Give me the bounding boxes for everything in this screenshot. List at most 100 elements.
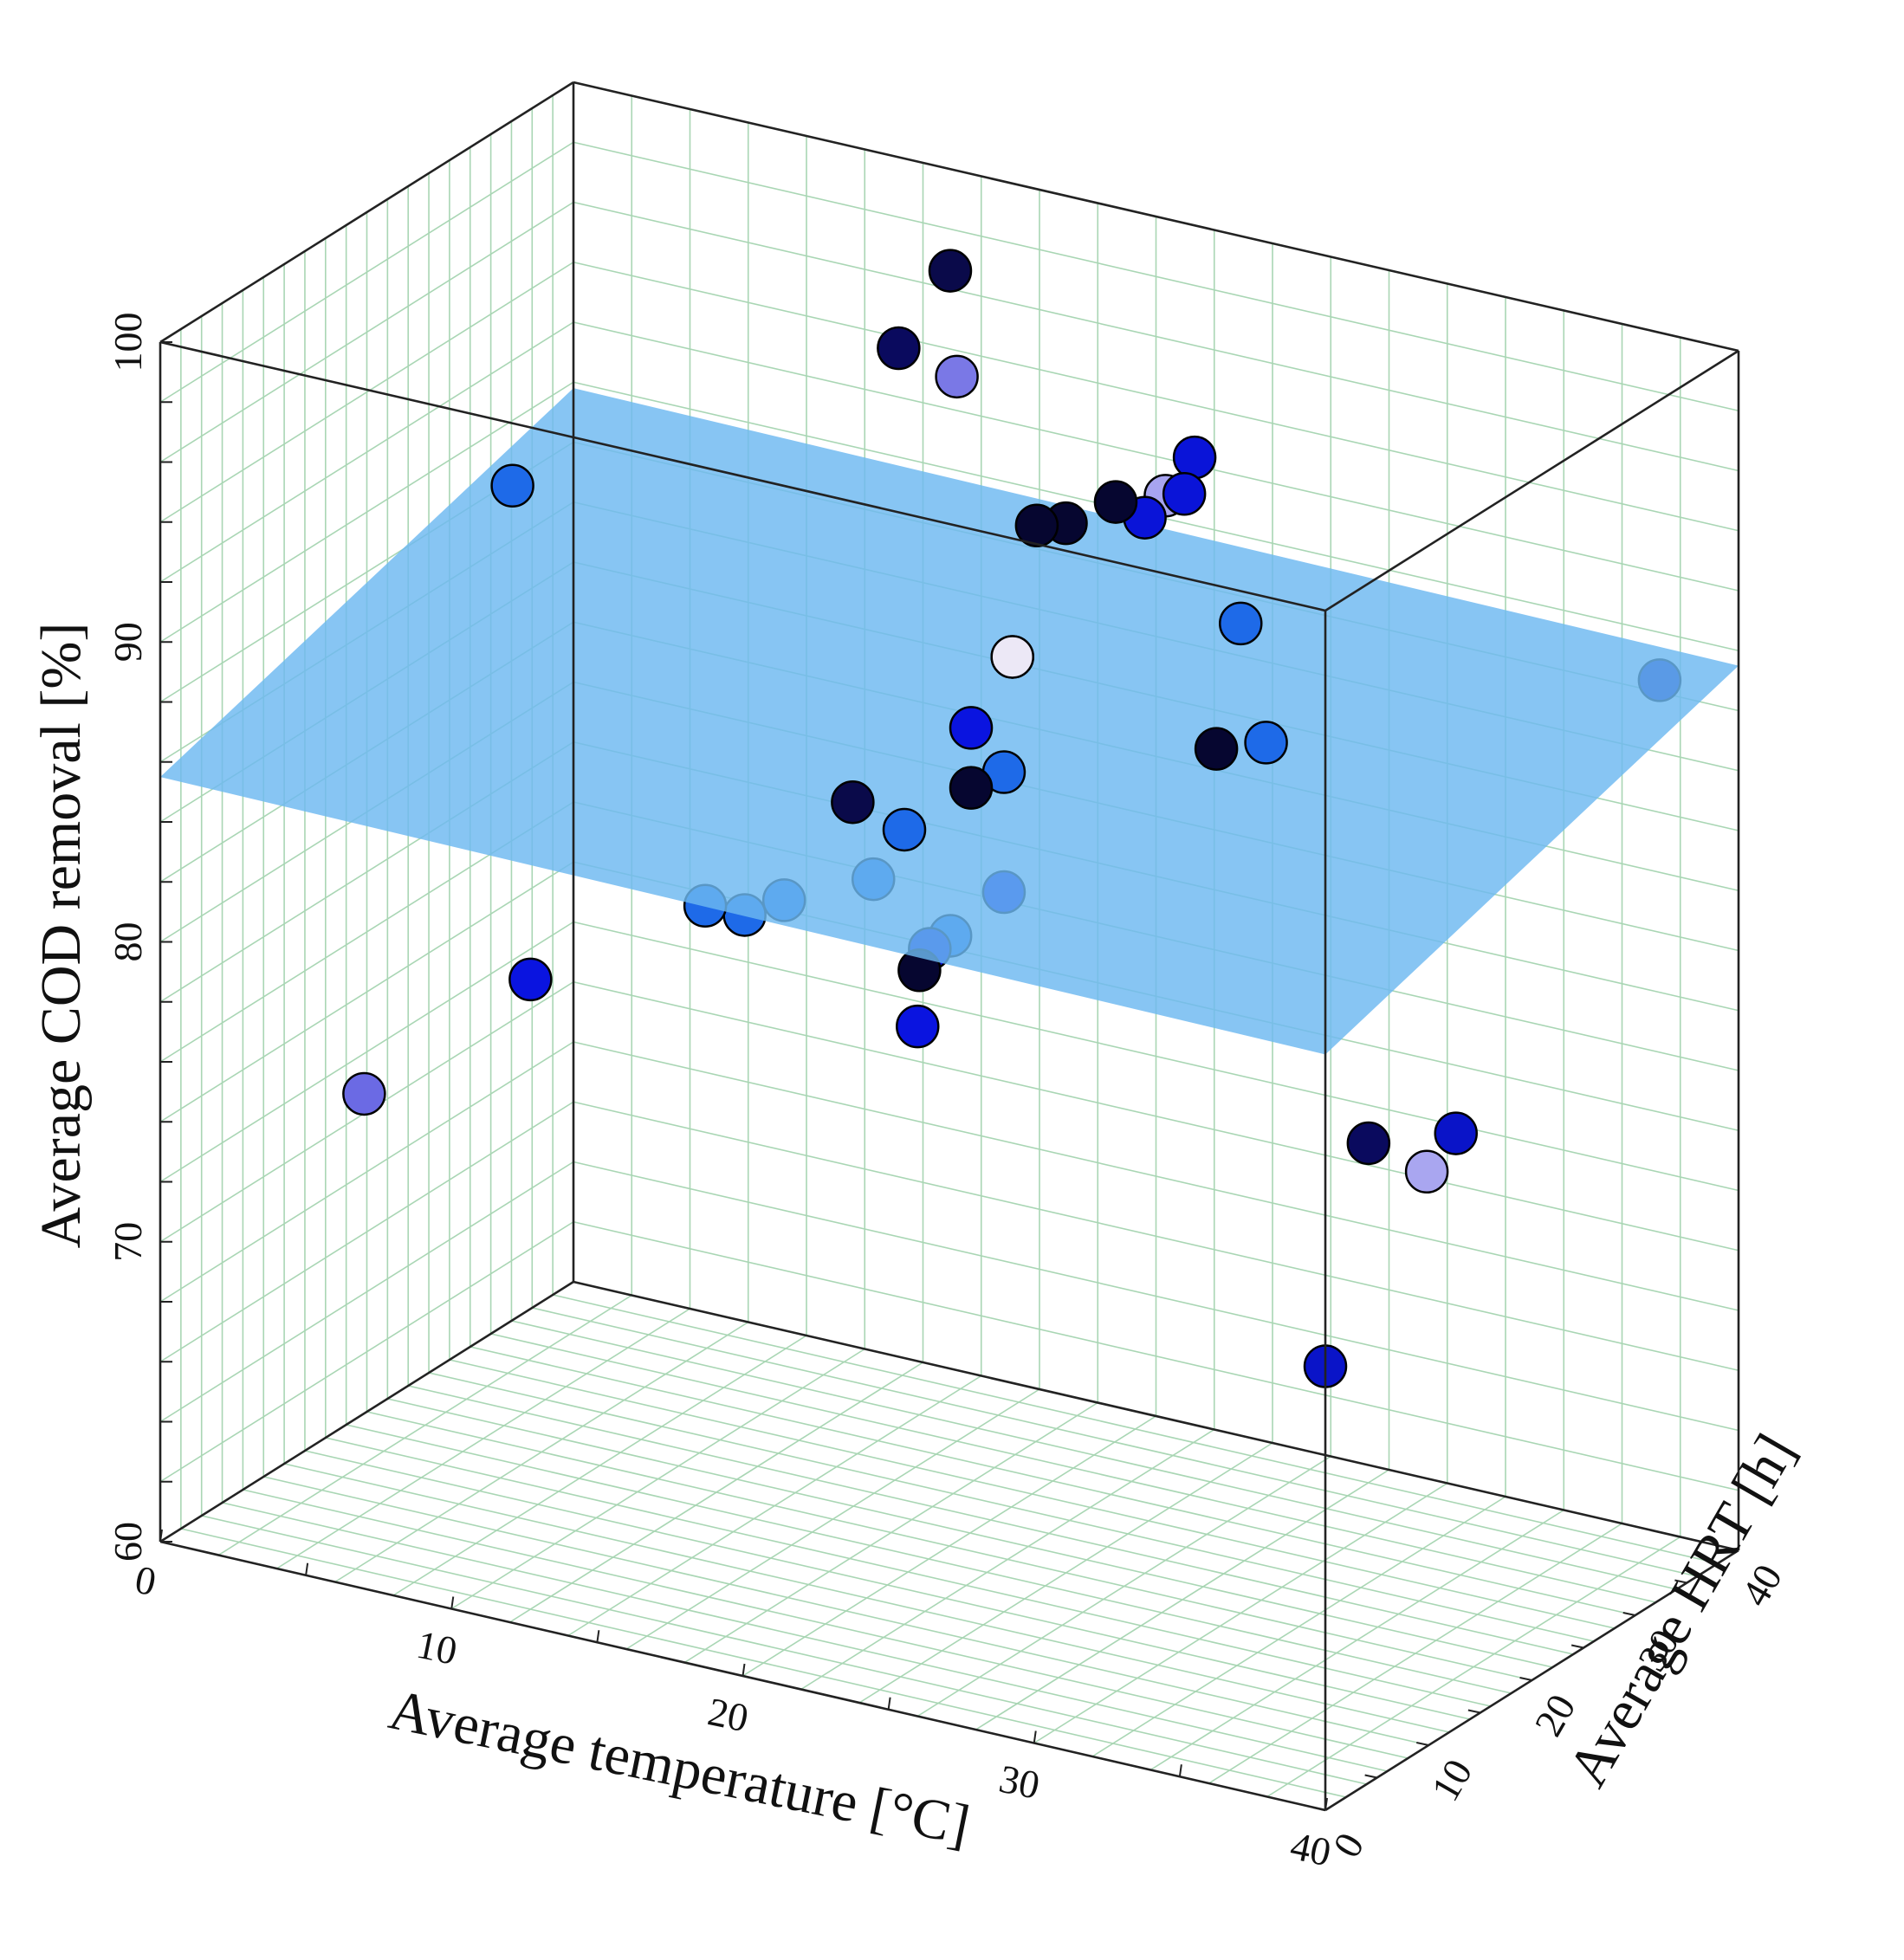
x-tick-label: 40 bbox=[1286, 1823, 1334, 1874]
box-edge bbox=[159, 1280, 574, 1543]
grid-line bbox=[159, 921, 574, 1183]
y-tick bbox=[1622, 1612, 1635, 1616]
y-tick bbox=[1519, 1677, 1532, 1681]
grid-line bbox=[408, 1385, 1574, 1655]
data-point bbox=[1014, 503, 1059, 548]
x-tick-label: 0 bbox=[132, 1557, 160, 1605]
data-point bbox=[990, 635, 1034, 679]
data-point bbox=[877, 326, 921, 371]
grid-line bbox=[573, 980, 1739, 1252]
data-point bbox=[1194, 727, 1239, 771]
data-point bbox=[1404, 1149, 1449, 1193]
box-edge bbox=[573, 1280, 1739, 1552]
grid-line bbox=[490, 1333, 1656, 1603]
z-tick-label: 70 bbox=[106, 1222, 150, 1262]
grid-line bbox=[201, 1515, 1367, 1785]
box-edge bbox=[1324, 349, 1739, 612]
grid-line bbox=[180, 1528, 1347, 1798]
z-tick-label: 100 bbox=[106, 313, 150, 372]
data-point bbox=[935, 354, 979, 399]
grid-line bbox=[387, 1398, 1553, 1668]
y-tick bbox=[1726, 1547, 1739, 1551]
data-point bbox=[1093, 480, 1138, 524]
data-point bbox=[1162, 472, 1207, 516]
grid-line bbox=[470, 1346, 1635, 1616]
y-tick bbox=[1570, 1644, 1584, 1649]
grid-line bbox=[222, 1502, 1388, 1772]
y-tick bbox=[1467, 1709, 1481, 1714]
grid-line bbox=[573, 1220, 1739, 1491]
grid-line bbox=[449, 1359, 1616, 1629]
z-tick-label: 90 bbox=[106, 622, 150, 662]
y-tick-label: 10 bbox=[1422, 1752, 1480, 1808]
grid-line bbox=[346, 1424, 1512, 1694]
x-tick bbox=[596, 1630, 600, 1643]
x-tick bbox=[1324, 1797, 1328, 1811]
y-tick bbox=[1312, 1807, 1326, 1811]
box-edge bbox=[159, 340, 1326, 612]
grid-line bbox=[428, 1372, 1595, 1642]
data-point bbox=[1244, 721, 1288, 765]
data-point bbox=[882, 807, 927, 852]
x-tick-label: 20 bbox=[704, 1689, 752, 1740]
data-point bbox=[1346, 1121, 1391, 1166]
data-point bbox=[490, 463, 534, 508]
data-point bbox=[1434, 1111, 1478, 1155]
grid-line bbox=[573, 261, 1739, 532]
grid-line bbox=[532, 1307, 1698, 1577]
x-tick bbox=[742, 1663, 746, 1677]
x-tick bbox=[1178, 1764, 1182, 1777]
grid-line bbox=[573, 141, 1739, 412]
grid-line bbox=[243, 1489, 1409, 1759]
grid-line bbox=[159, 1041, 574, 1303]
points-in-front-of-plane bbox=[490, 249, 1288, 852]
grid-line bbox=[552, 1294, 1719, 1564]
grid-line bbox=[325, 1437, 1491, 1707]
data-point bbox=[896, 1004, 940, 1049]
x-tick bbox=[450, 1596, 455, 1609]
grid-line bbox=[573, 921, 1739, 1192]
grid-line bbox=[573, 1101, 1739, 1372]
grid-line bbox=[573, 1041, 1739, 1311]
z-tick-label: 60 bbox=[106, 1522, 150, 1562]
grid-line bbox=[159, 381, 574, 643]
data-point bbox=[1172, 435, 1217, 480]
grid-line bbox=[159, 201, 574, 463]
grid-line bbox=[304, 1450, 1471, 1720]
y-tick bbox=[1364, 1774, 1377, 1779]
x-tick bbox=[1033, 1730, 1037, 1743]
grid-line bbox=[511, 1320, 1677, 1590]
box-edge bbox=[573, 81, 1739, 353]
x-tick-label: 30 bbox=[995, 1756, 1043, 1808]
x-tick bbox=[159, 1529, 163, 1543]
grid-line bbox=[159, 321, 574, 583]
x-tick-label: 10 bbox=[413, 1622, 461, 1673]
grid-line bbox=[159, 1221, 574, 1483]
x-axis-label: Average temperature [°C] bbox=[384, 1678, 975, 1857]
z-axis-label: Average COD removal [%] bbox=[29, 623, 93, 1249]
data-point bbox=[342, 1071, 386, 1116]
grid-line bbox=[159, 1101, 574, 1362]
data-point bbox=[1219, 601, 1263, 646]
grid-line bbox=[573, 1161, 1739, 1432]
y-tick-label: 0 bbox=[1324, 1826, 1373, 1865]
data-point bbox=[831, 779, 875, 825]
grid-line bbox=[283, 1463, 1450, 1733]
grid-line bbox=[159, 262, 574, 523]
grid-line bbox=[159, 1161, 574, 1423]
data-point bbox=[508, 957, 553, 1002]
grid-line bbox=[573, 321, 1739, 592]
data-point bbox=[928, 249, 973, 293]
grid-line bbox=[573, 201, 1739, 472]
data-point bbox=[949, 766, 994, 810]
grid-line bbox=[366, 1411, 1532, 1681]
x-tick bbox=[305, 1562, 309, 1575]
grid-line bbox=[263, 1476, 1429, 1746]
regression-plane bbox=[160, 388, 1739, 1055]
box-edge bbox=[159, 81, 574, 344]
y-tick bbox=[1416, 1742, 1429, 1746]
x-tick bbox=[887, 1697, 891, 1710]
grid-line bbox=[159, 861, 574, 1122]
